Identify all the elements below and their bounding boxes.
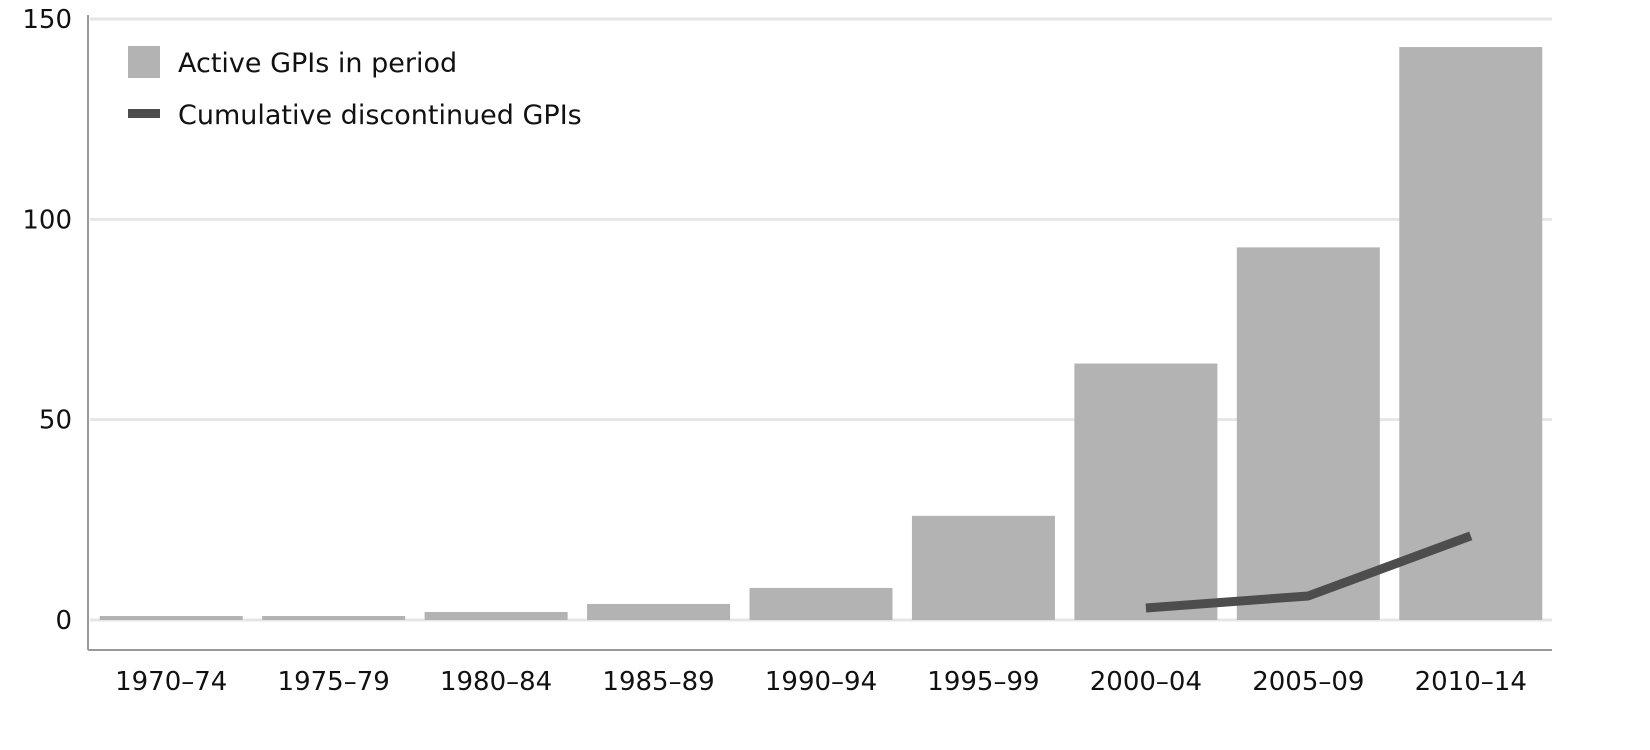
x-tick-label: 1975–79 bbox=[278, 667, 390, 697]
bar-2000–04 bbox=[1074, 363, 1218, 620]
legend-swatch-bar bbox=[128, 46, 160, 78]
x-tick-label: 2005–09 bbox=[1252, 667, 1364, 697]
x-tick-label: 1970–74 bbox=[115, 667, 227, 697]
y-tick-label: 150 bbox=[22, 5, 72, 35]
bar-2005–09 bbox=[1236, 247, 1380, 620]
line-cumulative-discontinued bbox=[1145, 531, 1473, 613]
x-axis-ticks: 1970–74 1975–79 1980–84 1985–89 1990–94 1995–… bbox=[115, 667, 1527, 697]
x-tick-label: 2000–04 bbox=[1090, 667, 1202, 697]
legend: Active GPIs in period Cumulative disconti… bbox=[128, 46, 582, 131]
axes bbox=[87, 15, 1552, 651]
bar-1995–99 bbox=[911, 515, 1055, 620]
y-axis-ticks: 0 50 100 150 bbox=[22, 5, 72, 636]
legend-label-discontinued: Cumulative discontinued GPIs bbox=[178, 100, 582, 131]
legend-label-active: Active GPIs in period bbox=[178, 48, 457, 79]
x-tick-label: 1990–94 bbox=[765, 667, 877, 697]
y-tick-label: 100 bbox=[22, 205, 72, 235]
bar-series bbox=[99, 47, 1543, 620]
bar-1970–74 bbox=[99, 615, 243, 620]
y-tick-label: 50 bbox=[39, 406, 72, 436]
legend-swatch-line bbox=[128, 109, 160, 118]
bar-2010–14 bbox=[1399, 47, 1543, 620]
x-tick-label: 1995–99 bbox=[927, 667, 1039, 697]
bar-1985–89 bbox=[587, 603, 731, 620]
y-tick-label: 0 bbox=[55, 606, 72, 636]
bar-1980–84 bbox=[424, 611, 568, 620]
bar-1975–79 bbox=[262, 615, 406, 620]
bar-1990–94 bbox=[749, 587, 893, 620]
x-tick-label: 2010–14 bbox=[1415, 667, 1527, 697]
line-series bbox=[1145, 531, 1473, 613]
x-tick-label: 1980–84 bbox=[440, 667, 552, 697]
x-tick-label: 1985–89 bbox=[602, 667, 714, 697]
